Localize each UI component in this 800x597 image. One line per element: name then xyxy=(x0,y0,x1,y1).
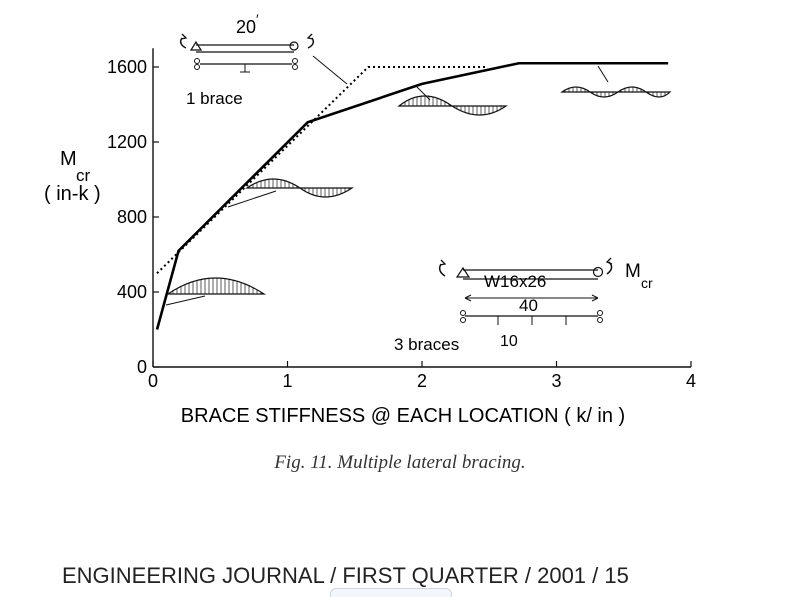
x-tick-label: 4 xyxy=(686,371,696,391)
y-axis-label-main: M xyxy=(60,148,77,170)
buckled-shape-low-stiffness xyxy=(165,277,267,306)
journal-footer: ENGINEERING JOURNAL / FIRST QUARTER / 20… xyxy=(62,563,629,588)
y-tick-label: 0 xyxy=(137,357,147,377)
one-brace-span-prime: ′ xyxy=(256,11,259,27)
series-layer xyxy=(155,61,669,330)
mcr-moment-label-main: M xyxy=(625,261,641,282)
series-line-dotted xyxy=(156,66,487,274)
x-tick-label: 2 xyxy=(417,371,427,391)
y-tick-label: 400 xyxy=(117,282,147,302)
y-tick-label: 800 xyxy=(117,207,147,227)
series-line-solid xyxy=(155,61,669,330)
buckled-shape-two-lobe-high xyxy=(397,85,508,116)
one-brace-label: 1 brace xyxy=(186,89,243,108)
x-axis-label: BRACE STIFFNESS @ EACH LOCATION ( k/ in … xyxy=(181,405,625,427)
one-brace-span-label: 20 xyxy=(236,17,256,37)
mcr-moment-label-sub: cr xyxy=(641,275,653,291)
y-tick-label: 1600 xyxy=(107,57,147,77)
y-tick-label: 1200 xyxy=(107,132,147,152)
three-braces-span-label: 40 xyxy=(519,296,538,315)
x-tick-label: 1 xyxy=(282,371,292,391)
three-braces-beam-sketch xyxy=(438,257,613,325)
footer-accent-shape xyxy=(330,588,452,597)
three-braces-label: 3 braces xyxy=(394,335,459,354)
buckled-shape-two-lobe-low xyxy=(227,178,354,208)
three-braces-spacing-label: 10 xyxy=(500,333,518,350)
x-tick-label: 3 xyxy=(551,371,561,391)
y-axis-label-unit: ( in-k ) xyxy=(44,183,101,205)
three-braces-section-label: W16x26 xyxy=(484,272,546,291)
x-tick-label: 0 xyxy=(148,371,158,391)
y-axis-label-sub: cr xyxy=(76,166,91,185)
figure-caption: Fig. 11. Multiple lateral bracing. xyxy=(274,452,526,473)
buckled-shape-four-lobe xyxy=(560,65,672,98)
one-brace-beam-sketch xyxy=(179,33,348,85)
